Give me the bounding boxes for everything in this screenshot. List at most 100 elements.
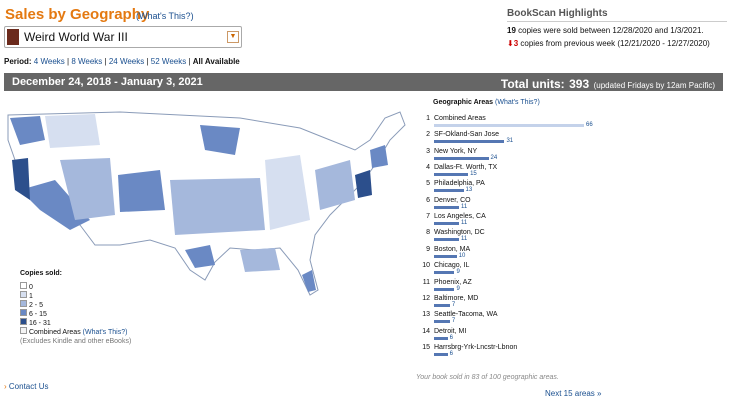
area-name: Chicago, IL bbox=[434, 262, 470, 270]
total-value: 393 bbox=[569, 77, 590, 91]
help-link[interactable]: (What's This?) bbox=[495, 99, 540, 106]
help-link[interactable]: (What's This?) bbox=[136, 11, 194, 21]
areas-heading: Geographic Areas (What's This?) bbox=[433, 99, 540, 106]
period-option[interactable]: 52 Weeks bbox=[150, 57, 187, 66]
region bbox=[10, 116, 45, 145]
area-name: Washington, DC bbox=[434, 229, 485, 237]
region bbox=[355, 170, 372, 198]
total-units: Total units: 393 (updated Fridays by 12a… bbox=[501, 75, 715, 93]
area-rank: 11 bbox=[422, 278, 430, 286]
book-title: Weird World War III bbox=[24, 30, 128, 44]
area-name: New York, NY bbox=[434, 147, 478, 155]
legend-item: 0 bbox=[20, 282, 131, 291]
sold-count: 19 bbox=[507, 26, 516, 35]
area-bar bbox=[434, 287, 455, 291]
legend-label: Combined Areas bbox=[28, 329, 81, 336]
area-units: 11 bbox=[461, 236, 468, 243]
area-bar bbox=[434, 238, 459, 242]
area-bar bbox=[434, 140, 505, 144]
area-rank: 6 bbox=[426, 196, 430, 204]
contact-link[interactable]: Contact Us bbox=[8, 382, 49, 391]
area-units: 7 bbox=[451, 301, 456, 308]
area-rank: 3 bbox=[426, 147, 430, 155]
area-rank: 5 bbox=[426, 180, 430, 188]
region bbox=[302, 270, 316, 292]
contact[interactable]: › Contact Us bbox=[4, 382, 49, 391]
legend-title: Copies sold: bbox=[20, 270, 63, 277]
region bbox=[60, 158, 115, 220]
area-bar bbox=[434, 173, 469, 177]
region bbox=[45, 114, 100, 148]
next-link[interactable]: Next 15 areas » bbox=[545, 389, 602, 398]
area-rank: 10 bbox=[422, 262, 430, 270]
area-bar bbox=[434, 352, 448, 356]
total-label: Total units: bbox=[500, 77, 565, 91]
period-label: Period: bbox=[4, 57, 32, 66]
area-name: Denver, CO bbox=[434, 196, 471, 204]
area-name: Baltimore, MD bbox=[434, 294, 479, 302]
area-bar bbox=[434, 336, 448, 340]
divider bbox=[507, 21, 727, 22]
area-units: 6 bbox=[449, 334, 453, 341]
region bbox=[12, 158, 30, 200]
areas-title: Geographic Areas bbox=[433, 99, 494, 106]
highlight-change: ⬇3 copies from previous week (12/21/2020… bbox=[507, 39, 710, 48]
highlights-title: BookScan Highlights bbox=[507, 8, 608, 19]
sold-text: copies were sold between 12/28/2020 and … bbox=[518, 26, 704, 35]
change-text: copies from previous week (12/21/2020 - … bbox=[520, 39, 710, 48]
book-select[interactable]: Weird World War III ▼ bbox=[4, 26, 242, 48]
area-rank: 8 bbox=[426, 229, 430, 237]
legend: Copies sold: 0 1 2 - 5 6 - 15 16 - 31 Co… bbox=[20, 270, 131, 345]
area-rank: 2 bbox=[426, 131, 430, 139]
area-rank: 14 bbox=[422, 327, 430, 335]
area-units: 66 bbox=[586, 122, 593, 128]
area-units: 7 bbox=[451, 318, 456, 325]
area-name: Philadelphia, PA bbox=[434, 180, 485, 188]
region bbox=[185, 245, 215, 268]
region bbox=[170, 178, 265, 235]
region bbox=[118, 170, 165, 212]
book-cover bbox=[7, 29, 19, 45]
us-map bbox=[7, 111, 406, 296]
area-name: Detroit, MI bbox=[434, 327, 467, 335]
area-rank: 4 bbox=[426, 164, 430, 172]
areas-summary: Your book sold in 83 of 100 geographic a… bbox=[416, 374, 559, 381]
range-bar: December 24, 2018 - January 3, 2021 Tota… bbox=[4, 73, 723, 91]
legend-note: (Excludes Kindle and other eBooks) bbox=[20, 338, 132, 345]
area-name: SF-Okland-San Jose bbox=[434, 131, 499, 139]
period-option-active[interactable]: All Available bbox=[192, 57, 240, 66]
period-option[interactable]: 24 Weeks bbox=[108, 57, 145, 66]
area-units: 10 bbox=[458, 252, 466, 259]
area-units: 6 bbox=[449, 350, 453, 357]
legend-item: 1 bbox=[20, 291, 131, 300]
period-option[interactable]: 8 Weeks bbox=[71, 57, 103, 66]
area-name: Phoenix, AZ bbox=[434, 278, 472, 286]
legend-label: 2 - 5 bbox=[28, 302, 43, 309]
area-bar bbox=[434, 320, 450, 324]
area-units: 11 bbox=[461, 220, 468, 227]
legend-label: 6 - 15 bbox=[28, 311, 47, 318]
area-rank: 15 bbox=[422, 343, 430, 351]
area-rank: 12 bbox=[422, 294, 430, 302]
area-bar bbox=[434, 254, 457, 258]
area-bar bbox=[434, 271, 455, 275]
area-rank: 9 bbox=[426, 245, 430, 253]
region bbox=[200, 125, 240, 155]
legend-label: 16 - 31 bbox=[28, 320, 51, 327]
region bbox=[265, 155, 310, 230]
area-name: Combined Areas bbox=[434, 115, 486, 122]
area-name: Seattle-Tacoma, WA bbox=[434, 311, 498, 319]
legend-label: 0 bbox=[28, 284, 33, 291]
area-units: 9 bbox=[456, 285, 460, 292]
region bbox=[20, 180, 90, 230]
area-units: 31 bbox=[506, 138, 514, 145]
page-title: Sales by Geography bbox=[5, 6, 150, 23]
help-link[interactable]: (What's This?) bbox=[82, 329, 128, 336]
change-count: 3 bbox=[513, 39, 519, 48]
area-units: 15 bbox=[470, 171, 477, 178]
period-option[interactable]: 4 Weeks bbox=[33, 57, 65, 66]
highlight-sold: 19 copies were sold between 12/28/2020 a… bbox=[507, 26, 704, 35]
legend-item: 2 - 5 bbox=[20, 300, 131, 309]
dropdown-arrow[interactable]: ▼ bbox=[227, 31, 239, 43]
